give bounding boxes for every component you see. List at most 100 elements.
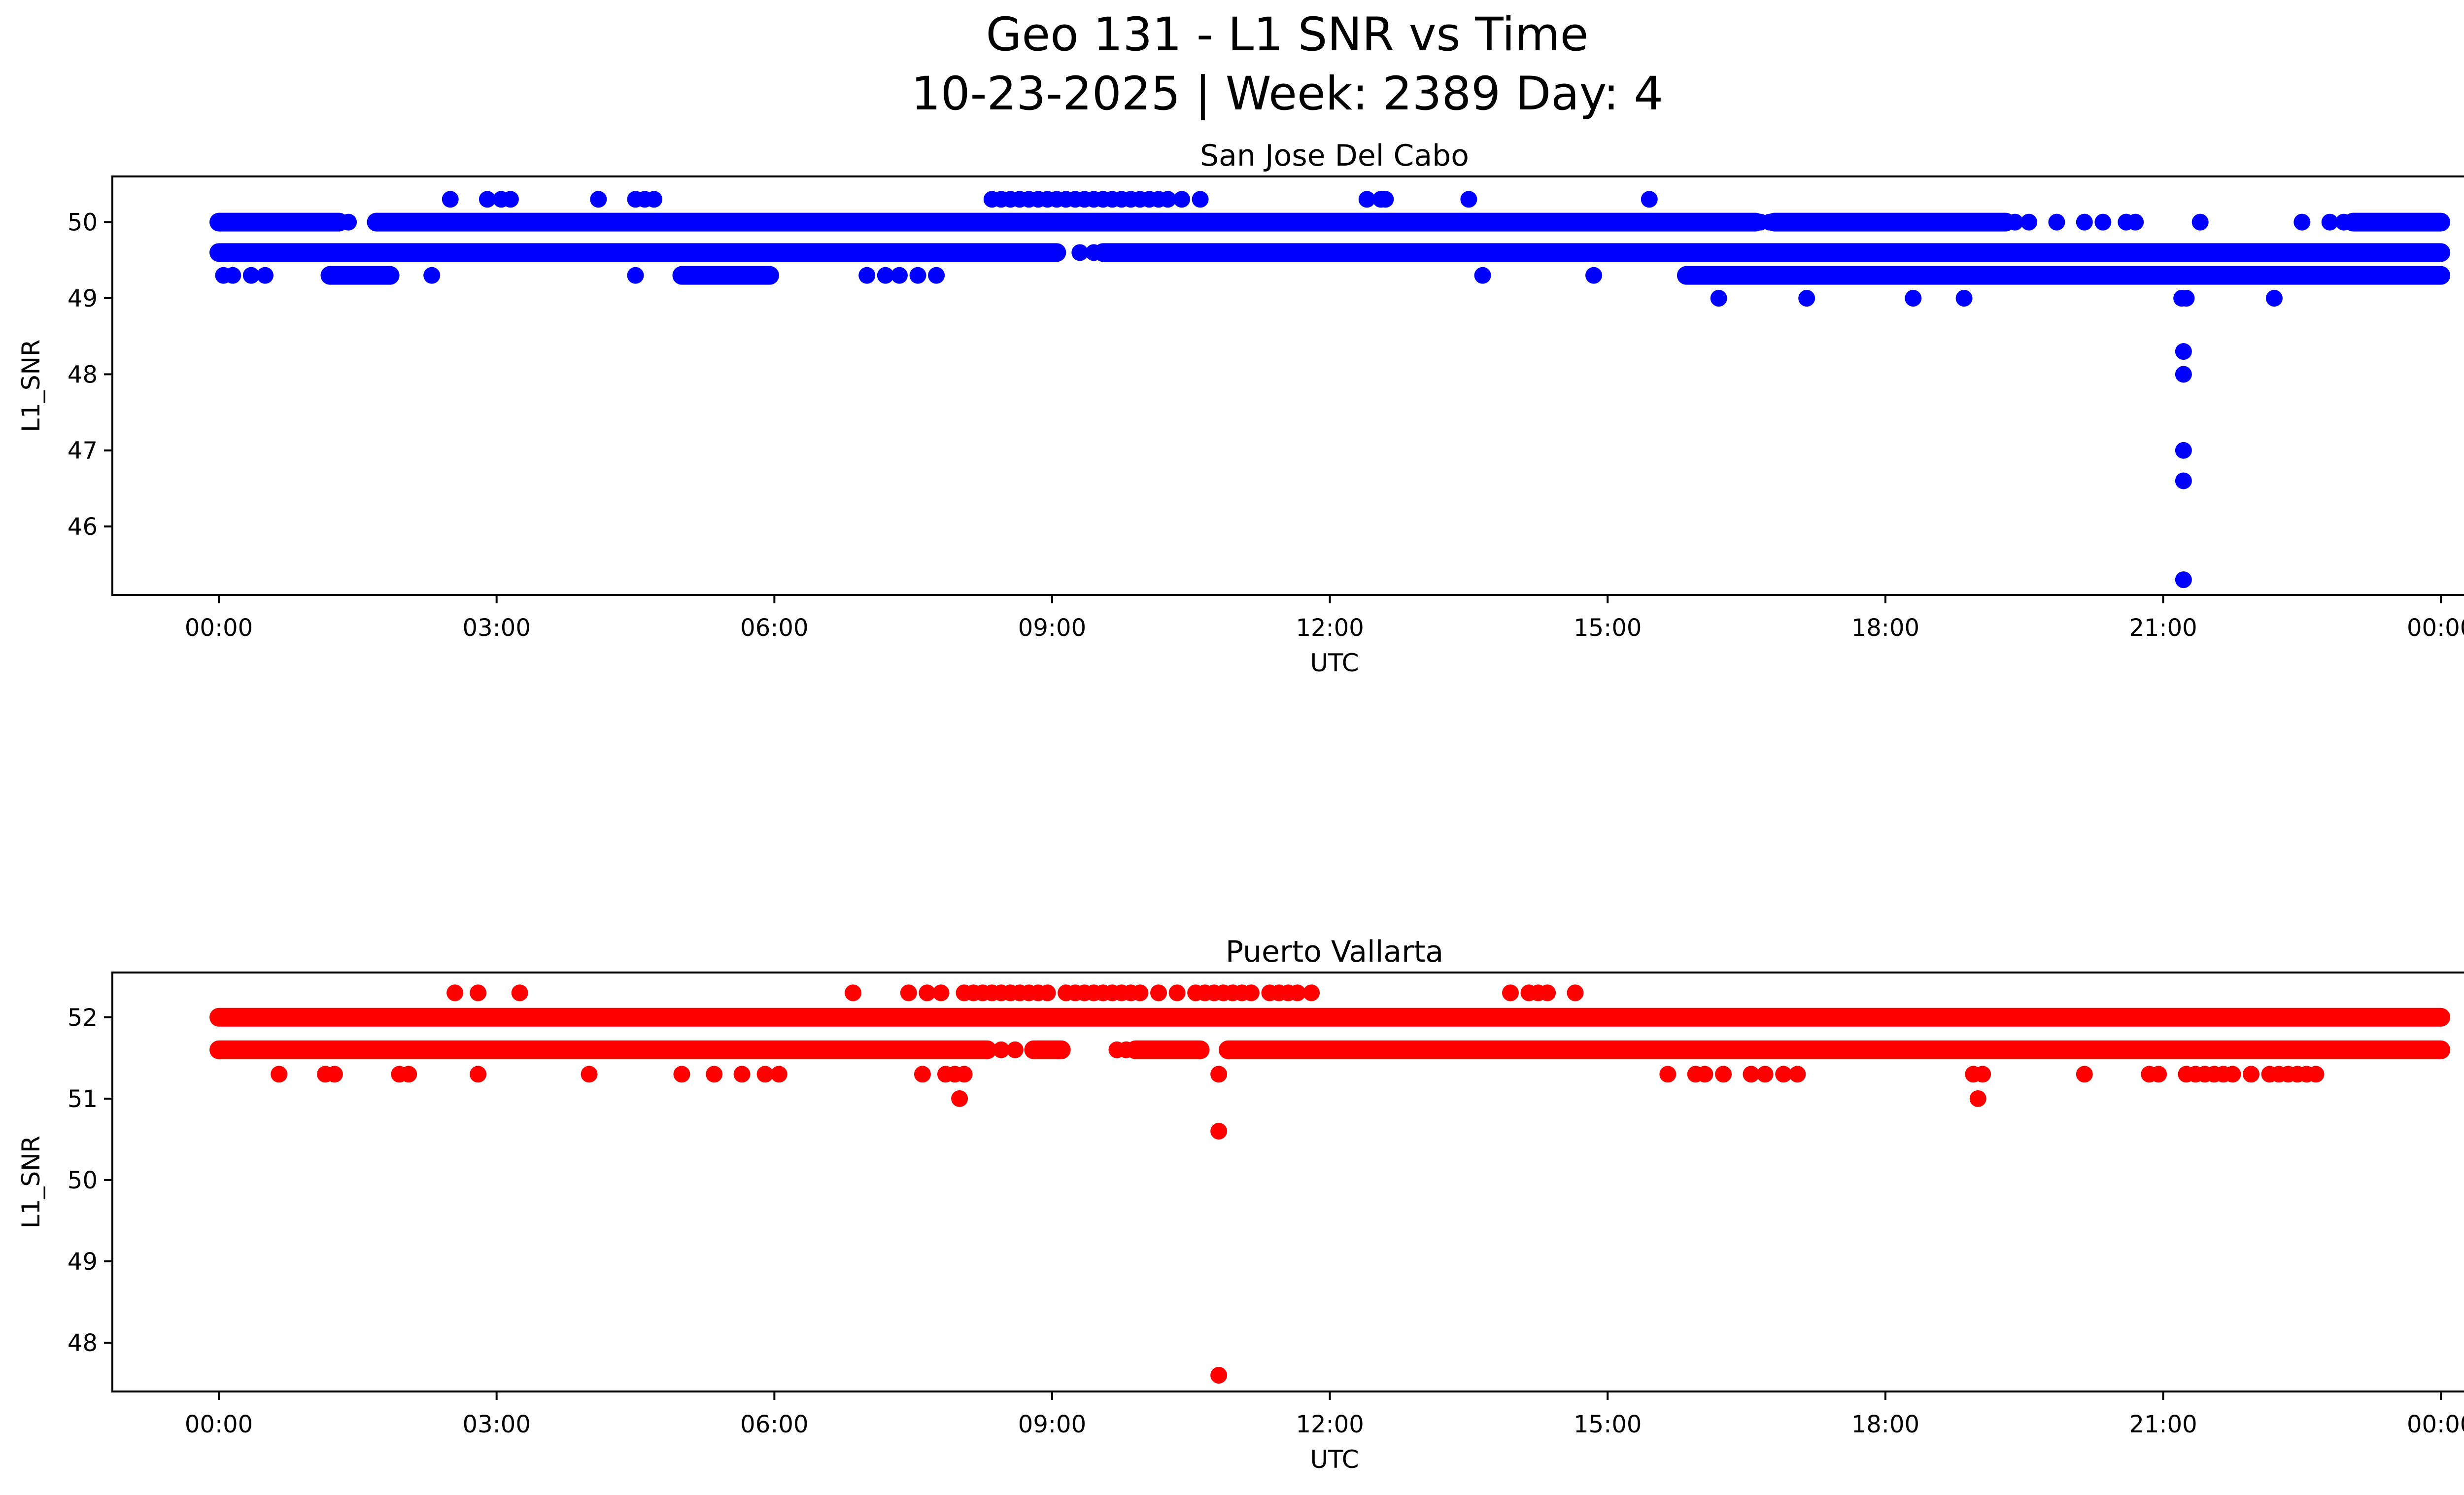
chart-1-x-tick-label: 18:00	[1851, 614, 1919, 642]
chart-1-point-3-2	[242, 267, 260, 284]
chart-2-point-0-38	[1289, 984, 1306, 1002]
chart-1-y-tick-label: 49	[68, 285, 98, 313]
chart-2-point-2-19	[1696, 1066, 1713, 1083]
chart-1-point-1-34	[1641, 191, 1658, 208]
chart-2-point-2-9	[733, 1066, 751, 1083]
chart-puerto-vallarta: 00:00 03:00 06:00 09:00 12:00 15:00 18:00 21:00…	[17, 935, 2464, 1474]
chart-1-point-0-11	[2293, 213, 2311, 231]
chart-1-point-1-1	[479, 191, 496, 208]
chart-1-point-3-7	[877, 267, 894, 284]
chart-2-point-2-42	[2307, 1066, 2325, 1083]
chart-1-point-3-12	[1585, 267, 1603, 284]
chart-2-point-2-6	[581, 1066, 598, 1083]
chart-1-point-0-0	[340, 213, 357, 231]
chart-1-point-3-8	[890, 267, 908, 284]
chart-2-title: Puerto Vallarta	[1226, 935, 1443, 969]
chart-1-x-tick-label: 00:00	[185, 614, 253, 642]
chart-1-data-series	[209, 191, 2451, 589]
chart-2-point-2-29	[2150, 1066, 2167, 1083]
chart-2-point-4-0	[1210, 1122, 1228, 1140]
chart-1-point-1-29	[1192, 191, 1209, 208]
chart-1-point-4-5	[2178, 289, 2195, 307]
chart-1-x-tick-label: 09:00	[1018, 614, 1086, 642]
chart-2-point-0-44	[1567, 984, 1584, 1002]
chart-2-point-0-26	[1150, 984, 1167, 1002]
chart-2-x-tick-label: 00:00	[2407, 1411, 2464, 1438]
chart-2-point-0-25	[1131, 984, 1149, 1002]
chart-1-point-3-9	[909, 267, 926, 284]
chart-1-point-3-10	[928, 267, 945, 284]
chart-2-point-2-7	[673, 1066, 690, 1083]
chart-1-point-0-6	[2076, 213, 2093, 231]
chart-1-point-4-0	[1710, 289, 1727, 307]
chart-2-point-0-39	[1303, 984, 1320, 1002]
chart-1-point-0-10	[2191, 213, 2209, 231]
chart-1-point-4-6	[2265, 289, 2283, 307]
chart-1-x-tick-label: 15:00	[1574, 614, 1642, 642]
chart-1-point-0-7	[2094, 213, 2112, 231]
chart-2-x-tick-label: 18:00	[1851, 1411, 1919, 1438]
chart-1-point-9-0	[2175, 571, 2192, 589]
chart-2-x-tick-label: 09:00	[1018, 1411, 1086, 1438]
chart-2-point-0-1	[470, 984, 487, 1002]
chart-2-point-0-0	[446, 984, 464, 1002]
chart-2-point-3-0	[951, 1090, 968, 1107]
chart-1-point-1-33	[1460, 191, 1477, 208]
chart-1-y-tick-label: 46	[68, 513, 98, 541]
chart-2-point-2-27	[2076, 1066, 2093, 1083]
chart-2-point-0-40	[1502, 984, 1519, 1002]
chart-2-point-2-15	[956, 1066, 973, 1083]
chart-2-y-tick-label: 48	[68, 1329, 98, 1357]
chart-1-point-3-11	[1474, 267, 1491, 284]
chart-1-point-4-1	[1798, 289, 1815, 307]
chart-2-point-0-4	[900, 984, 917, 1002]
chart-2-point-5-0	[1210, 1366, 1228, 1384]
figure-title-line-1: Geo 131 - L1 SNR vs Time	[986, 8, 1589, 62]
chart-1-point-5-0	[2175, 343, 2192, 360]
chart-2-x-tick-label: 00:00	[185, 1411, 253, 1438]
chart-2-point-2-5	[470, 1066, 487, 1083]
chart-1-point-8-0	[2175, 472, 2192, 489]
chart-2-x-tick-label: 12:00	[1296, 1411, 1364, 1438]
chart-1-point-0-2	[1761, 213, 1779, 231]
chart-2-point-0-27	[1168, 984, 1186, 1002]
chart-1-x-tick-label: 12:00	[1296, 614, 1364, 642]
chart-1-point-1-0	[442, 191, 459, 208]
chart-1-point-3-1	[224, 267, 241, 284]
chart-san-jose-del-cabo: 00:00 03:00 06:00 09:00 12:00 15:00 18:00 21:00…	[17, 139, 2464, 677]
chart-2-x-tick-label: 15:00	[1574, 1411, 1642, 1438]
chart-2-point-3-1	[1969, 1090, 1986, 1107]
chart-2-x-axis-label: UTC	[1310, 1445, 1359, 1474]
chart-1-x-tick-label: 03:00	[463, 614, 531, 642]
chart-1-point-3-4	[423, 267, 441, 284]
chart-2-point-2-4	[400, 1066, 417, 1083]
chart-1-y-tick-label: 50	[68, 209, 98, 237]
chart-1-y-tick-label: 47	[68, 437, 98, 465]
chart-2-point-2-24	[1789, 1066, 1806, 1083]
chart-1-y-tick-label: 48	[68, 361, 98, 388]
chart-1-point-1-28	[1173, 191, 1190, 208]
chart-2-data-series	[209, 984, 2451, 1384]
chart-1-point-3-5	[627, 267, 644, 284]
chart-2-point-0-3	[845, 984, 862, 1002]
chart-1-point-4-3	[1955, 289, 1973, 307]
chart-2-point-2-11	[770, 1066, 787, 1083]
chart-1-point-1-3	[502, 191, 519, 208]
chart-2-point-2-22	[1756, 1066, 1774, 1083]
chart-2-y-tick-label: 50	[68, 1167, 98, 1194]
chart-2-point-2-8	[706, 1066, 723, 1083]
chart-2-point-0-2	[511, 984, 528, 1002]
chart-1-title: San Jose Del Cabo	[1200, 139, 1469, 173]
chart-1-point-7-0	[2175, 442, 2192, 459]
chart-2-point-1-1	[1006, 1041, 1024, 1058]
chart-2-point-2-10	[756, 1066, 774, 1083]
chart-2-point-2-26	[1974, 1066, 1991, 1083]
chart-1-y-axis-label: L1_SNR	[17, 339, 45, 432]
chart-1-point-1-30	[1358, 191, 1375, 208]
chart-2-point-0-5	[919, 984, 936, 1002]
chart-1-x-tick-label: 06:00	[740, 614, 808, 642]
chart-2-point-2-20	[1715, 1066, 1732, 1083]
chart-2-point-2-35	[2224, 1066, 2241, 1083]
chart-2-x-tick-label: 03:00	[463, 1411, 531, 1438]
chart-2-point-0-6	[932, 984, 950, 1002]
